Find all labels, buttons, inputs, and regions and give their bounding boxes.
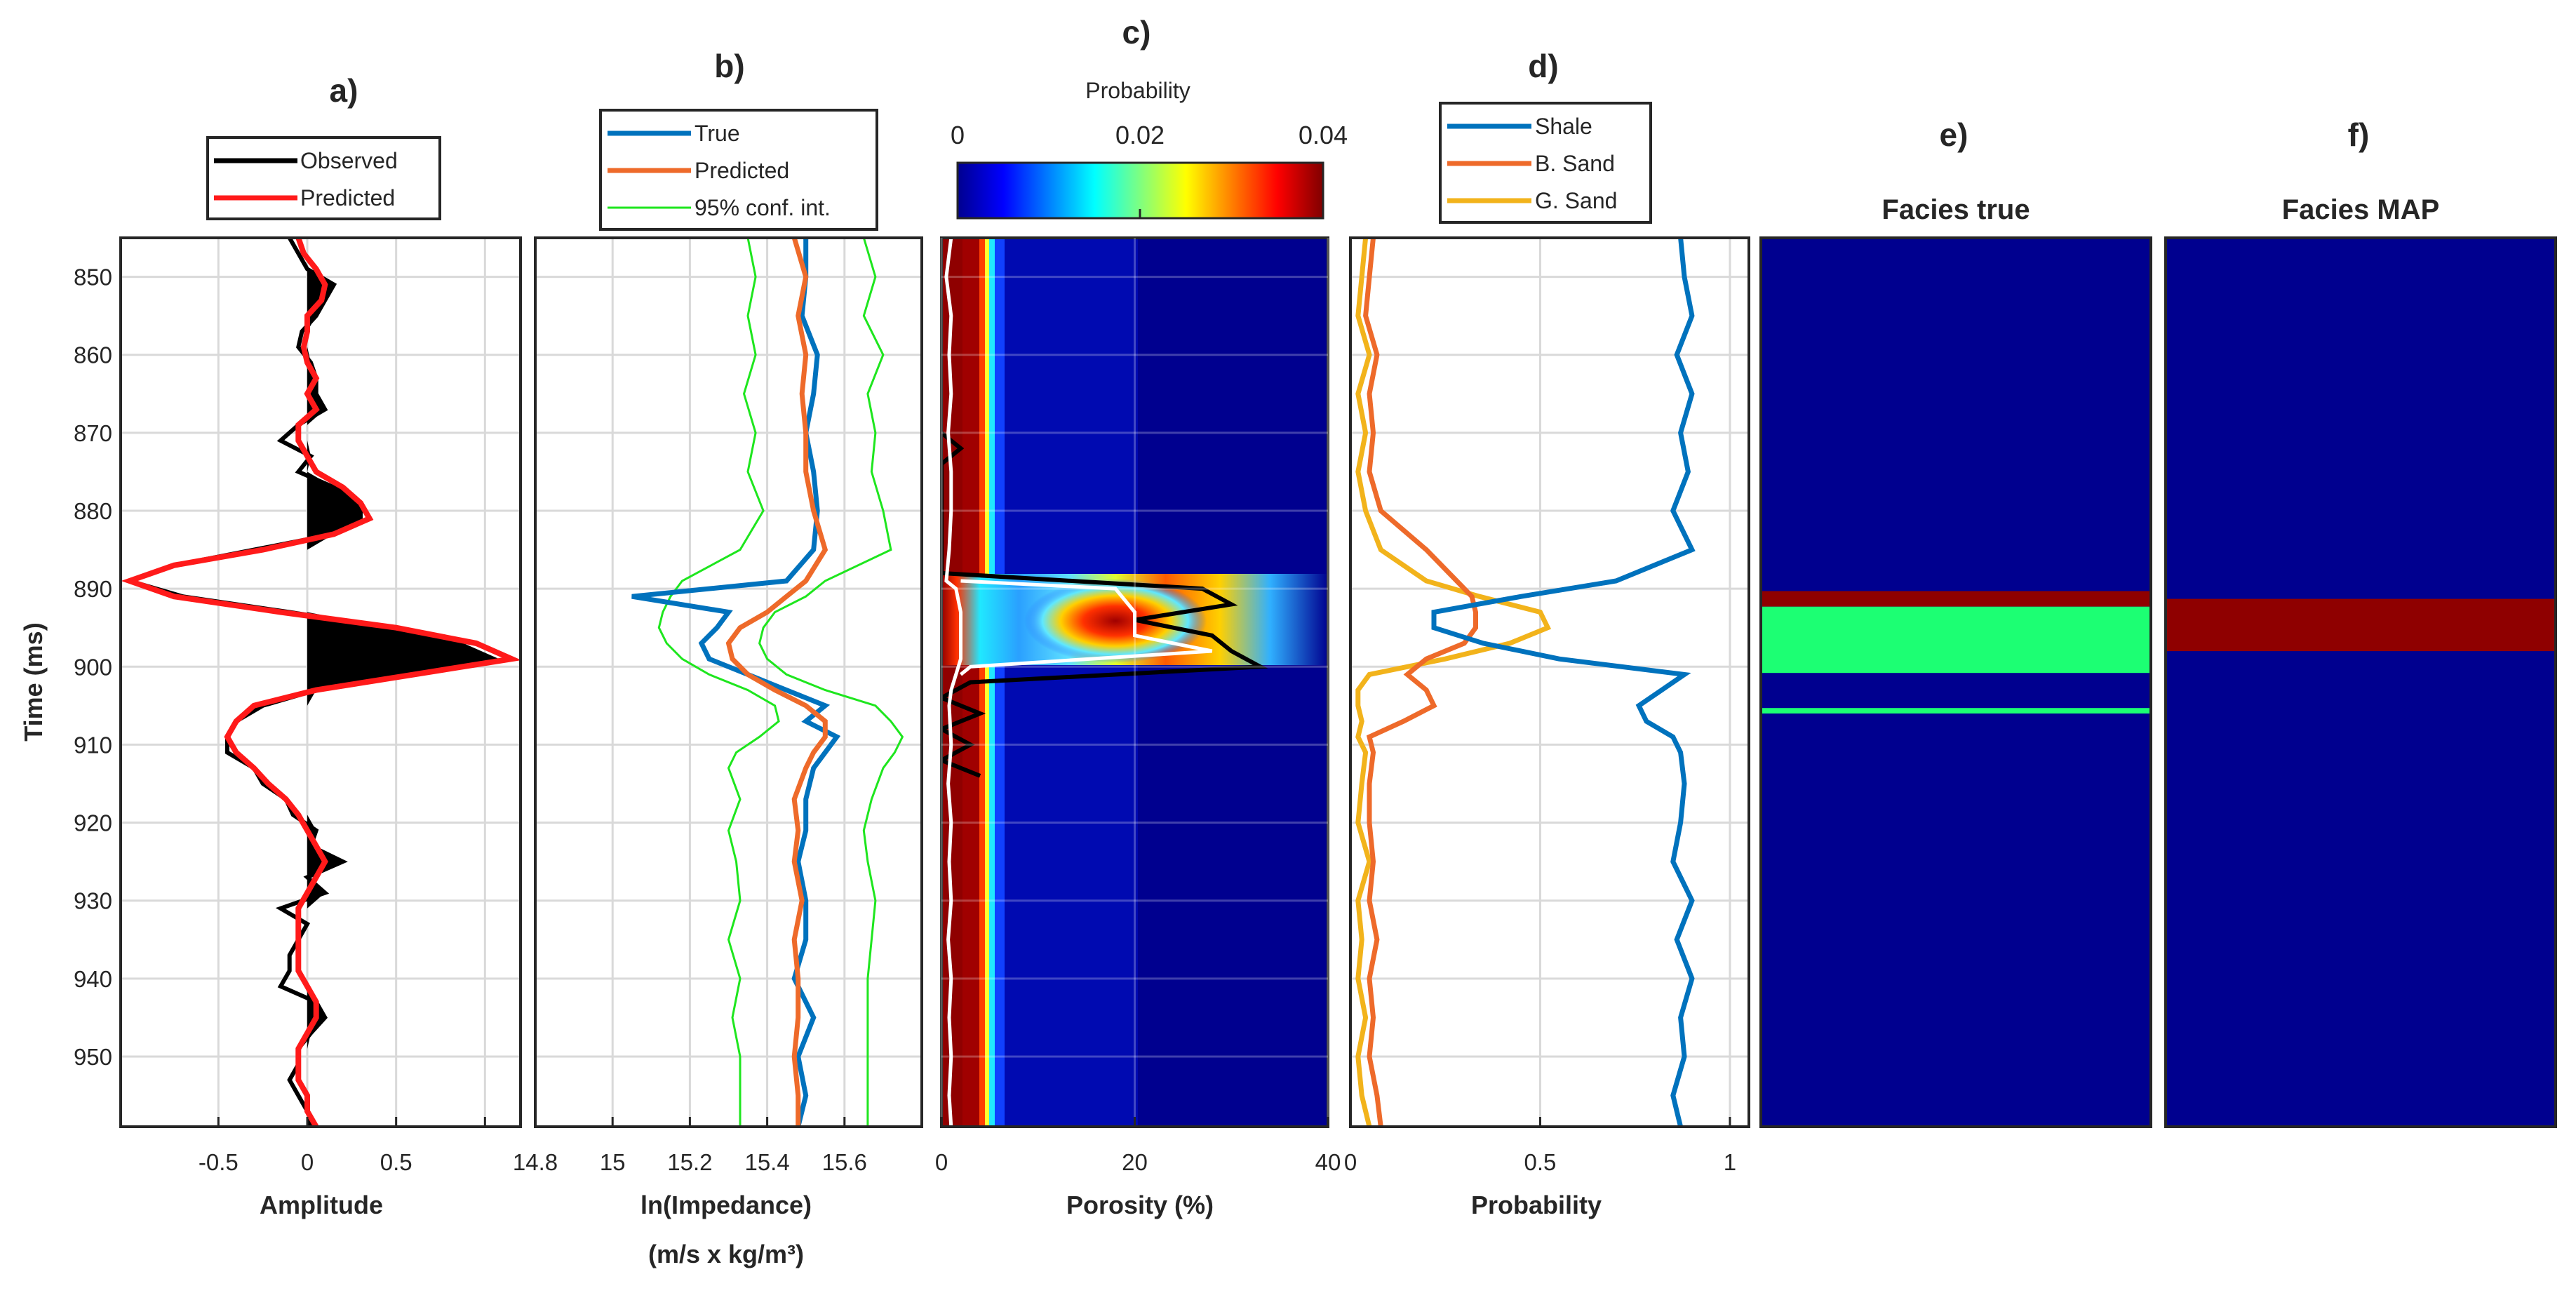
facies-band-g-sand: [1761, 606, 2151, 674]
panel-c-grid: [940, 238, 1329, 1127]
panel-a-x-ticks: -0.5 0 0.5: [199, 1117, 486, 1175]
panel-b-x-label: ln(Impedance): [640, 1191, 812, 1219]
time-tick-label: 860: [74, 342, 112, 368]
confidence-upper-curve: [758, 238, 904, 1127]
true-porosity-curve: [941, 431, 1268, 778]
colorbar-title: Probability: [1085, 78, 1190, 103]
legend-observed-label: Observed: [300, 148, 398, 173]
time-tick-label: 890: [74, 576, 112, 602]
shale-probability-curve: [1431, 238, 1696, 1127]
time-tick-label: 880: [74, 498, 112, 524]
x-tick-label: 0.5: [380, 1149, 412, 1175]
facies-band-b-sand: [1761, 591, 2151, 607]
x-tick-label: 1: [1724, 1149, 1736, 1175]
x-tick-label: 15.2: [667, 1149, 712, 1175]
panel-a-x-label: Amplitude: [260, 1191, 383, 1219]
porosity-lower-bound: [944, 238, 962, 1127]
facies-true-bands: [1761, 591, 2151, 714]
time-tick-label: 870: [74, 420, 112, 446]
panel-c-x-ticks: 0 20 40: [935, 1117, 1341, 1175]
legend-confidence-label: 95% conf. int.: [695, 195, 831, 220]
time-tick-label: 920: [74, 810, 112, 836]
x-tick-label: 0.5: [1524, 1149, 1557, 1175]
legend-predicted-label: Predicted: [695, 158, 789, 183]
time-tick-label: 930: [74, 888, 112, 914]
panel-b-legend: True Predicted 95% conf. int.: [599, 109, 878, 231]
colorbar: [956, 161, 1324, 220]
panel-f-title: Facies MAP: [2282, 194, 2440, 225]
panel-b-x-ticks: 14.8 15 15.2 15.4 15.6: [513, 1117, 867, 1175]
legend-predicted-label: Predicted: [300, 185, 395, 210]
x-tick-label: 15: [600, 1149, 626, 1175]
predicted-trace: [121, 238, 521, 1127]
colorbar-ticks: 0 0.02 0.04: [951, 121, 1348, 218]
predicted-impedance-curve: [725, 238, 829, 1127]
panel-d-letter: d): [1528, 48, 1558, 84]
time-tick-label: 910: [74, 732, 112, 758]
porosity-upper-bound: [959, 579, 1213, 676]
colorbar-tick-002: 0.02: [1115, 121, 1165, 149]
time-tick-label: 940: [74, 966, 112, 992]
panel-c-letter: c): [1122, 14, 1151, 51]
legend-shale-label: Shale: [1535, 114, 1592, 139]
x-tick-label: -0.5: [199, 1149, 239, 1175]
panel-a-legend: Observed Predicted: [206, 136, 441, 220]
panel-c-x-label: Porosity (%): [1066, 1191, 1214, 1219]
facies-map-bands: [2166, 598, 2556, 652]
panel-e-title: Facies true: [1881, 194, 2030, 225]
panel-b-impedance: b) 14.8 15 15.2 15.4 15.6 ln(Impedance) (m/s…: [513, 48, 923, 1268]
panel-b-letter: b): [714, 48, 744, 84]
time-tick-label: 900: [74, 654, 112, 680]
facies-band-b-sand: [2166, 598, 2556, 652]
colorbar-tick-004: 0.04: [1299, 121, 1348, 149]
facies-map-background: [2166, 238, 2556, 1127]
confidence-lower-curve: [657, 238, 780, 1127]
x-tick-label: 0: [1344, 1149, 1357, 1175]
panel-b-x-label-units: (m/s x kg/m³): [648, 1240, 804, 1268]
legend-bsand-label: B. Sand: [1535, 151, 1615, 176]
panel-e-letter: e): [1940, 116, 1968, 153]
facies-true-background: [1761, 238, 2151, 1127]
panel-d-facies-probability: d) 0 0.5 1 Probability Shale B. Sand G. Sa…: [1344, 48, 1750, 1219]
time-tick-label: 850: [74, 264, 112, 290]
x-tick-label: 15.4: [744, 1149, 789, 1175]
time-axis-ticks: 850 860 870 880 890 900 910 920 930 940 950: [74, 264, 130, 1070]
panel-d-x-label: Probability: [1471, 1191, 1602, 1219]
panel-c-porosity: c) Probability 0 0.02 0.04 0 20 40 Poro: [935, 14, 1348, 1219]
panel-e-facies-true: e) Facies true: [1759, 116, 2152, 1128]
brine-sand-probability-curve: [1363, 238, 1478, 1127]
panel-f-facies-map: f) Facies MAP: [2164, 116, 2557, 1128]
colorbar-tick-0: 0: [951, 121, 965, 149]
panel-d-x-ticks: 0 0.5 1: [1344, 1117, 1736, 1175]
legend-gsand-label: G. Sand: [1535, 188, 1617, 213]
panel-a-letter: a): [330, 72, 358, 109]
observed-positive-fill: [307, 238, 494, 1127]
panel-a-amplitude: a) -0.5 0 0.5 Amplitude Observed Predicted: [119, 72, 522, 1219]
porosity-probability-map: [941, 238, 1328, 1127]
panel-f-letter: f): [2348, 116, 2370, 153]
x-tick-label: 15.6: [822, 1149, 867, 1175]
x-tick-label: 14.8: [513, 1149, 558, 1175]
x-tick-label: 40: [1315, 1149, 1341, 1175]
x-tick-label: 20: [1122, 1149, 1148, 1175]
gas-sand-probability-curve: [1355, 238, 1552, 1127]
time-axis-label: Time (ms): [19, 622, 48, 741]
x-tick-label: 0: [301, 1149, 314, 1175]
x-tick-label: 0: [935, 1149, 948, 1175]
legend-true-label: True: [695, 121, 740, 146]
facies-band-g-sand: [1761, 708, 2151, 714]
panel-d-legend: Shale B. Sand G. Sand: [1439, 102, 1652, 224]
time-tick-label: 950: [74, 1044, 112, 1070]
